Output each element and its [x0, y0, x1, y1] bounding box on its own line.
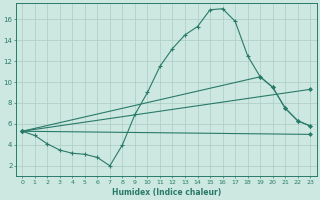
X-axis label: Humidex (Indice chaleur): Humidex (Indice chaleur) — [112, 188, 221, 197]
